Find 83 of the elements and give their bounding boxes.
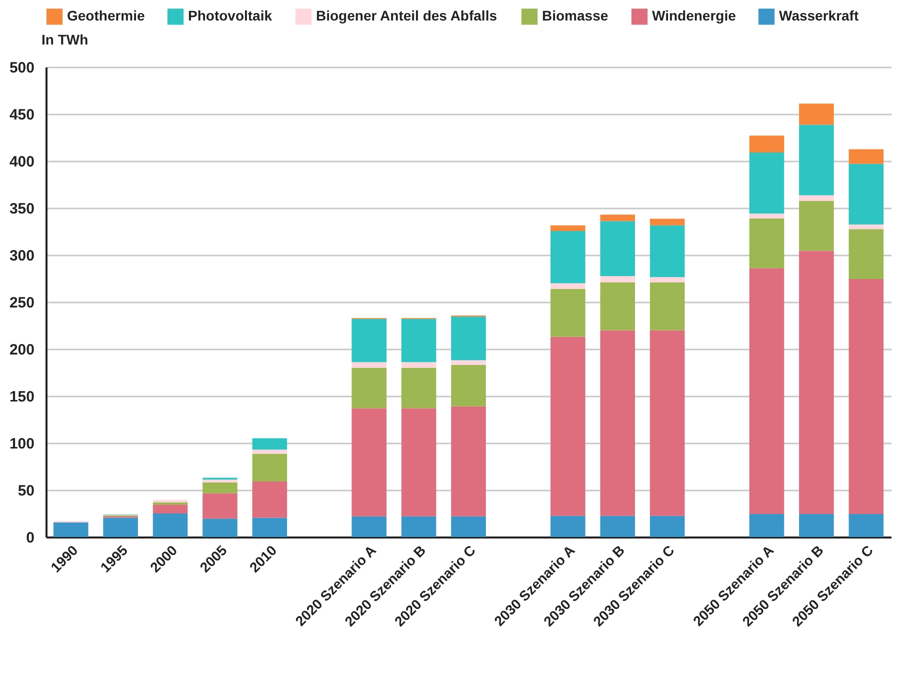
bar	[600, 282, 636, 330]
bar	[451, 364, 486, 406]
bar	[848, 164, 884, 224]
bar	[799, 195, 834, 201]
bar	[650, 225, 685, 278]
bar	[650, 218, 685, 226]
bar	[749, 136, 784, 153]
bar	[252, 438, 288, 450]
bar	[550, 516, 586, 537]
y-tick-label: 300	[9, 248, 34, 264]
bar	[550, 288, 586, 337]
bar	[152, 514, 188, 537]
bar	[252, 482, 288, 518]
bar	[103, 518, 138, 537]
bar	[202, 493, 238, 519]
bar	[848, 229, 884, 279]
bar	[848, 514, 884, 537]
bar	[749, 514, 784, 537]
legend-label: Windenergie	[652, 8, 736, 24]
bar	[401, 368, 436, 408]
bar	[252, 454, 288, 482]
bar	[352, 318, 386, 362]
bar	[401, 516, 436, 537]
bar	[401, 318, 436, 362]
bar	[352, 362, 386, 368]
bar	[799, 514, 834, 537]
bar	[53, 522, 88, 537]
bar	[152, 502, 188, 505]
y-tick-label: 50	[18, 482, 34, 500]
bar	[848, 224, 884, 230]
bar	[650, 330, 685, 516]
legend-label: Photovoltaik	[188, 8, 272, 24]
y-tick-label: 100	[9, 436, 34, 452]
bar	[799, 200, 834, 251]
bar	[749, 214, 784, 218]
bar	[600, 221, 636, 276]
bar	[550, 231, 586, 284]
legend-label: Wasserkraft	[779, 8, 859, 24]
bar	[451, 516, 486, 537]
bar	[848, 278, 884, 514]
y-tick-label: 450	[9, 106, 34, 124]
y-axis-title: In TWh	[42, 32, 88, 48]
bar	[600, 214, 636, 222]
legend-label: Geothermie	[67, 8, 146, 24]
bar	[352, 516, 386, 537]
y-tick-label: 250	[9, 294, 34, 312]
bar	[451, 360, 486, 365]
bar	[550, 225, 586, 232]
y-tick-label: 0	[26, 530, 34, 546]
bar	[600, 276, 636, 282]
y-tick-label: 400	[9, 154, 34, 170]
bar	[749, 268, 784, 514]
bar	[550, 336, 586, 516]
bar	[401, 408, 436, 516]
bar	[600, 516, 636, 537]
y-tick-label: 150	[9, 388, 34, 406]
bar	[252, 518, 288, 537]
bar	[650, 282, 685, 330]
bar	[451, 316, 486, 360]
bar	[650, 516, 685, 537]
bar	[749, 218, 784, 268]
bar	[152, 504, 188, 514]
bar	[202, 482, 238, 494]
bar	[799, 250, 834, 514]
bar	[799, 124, 834, 196]
bar	[252, 450, 288, 454]
y-tick-label: 200	[9, 342, 34, 358]
legend-label: Biomasse	[542, 8, 608, 24]
y-tick-label: 350	[9, 200, 34, 218]
bar	[202, 480, 238, 482]
bar	[202, 518, 238, 537]
bar	[799, 104, 834, 125]
bar	[650, 277, 685, 282]
bar	[451, 406, 486, 516]
legend-label: Biogener Anteil des Abfalls	[316, 8, 498, 24]
bar	[749, 152, 784, 214]
bar	[352, 368, 386, 408]
bar	[352, 408, 386, 516]
bar	[550, 283, 586, 289]
y-tick-label: 500	[9, 60, 34, 76]
bar	[600, 330, 636, 516]
bar	[401, 362, 436, 368]
bar	[848, 149, 884, 164]
